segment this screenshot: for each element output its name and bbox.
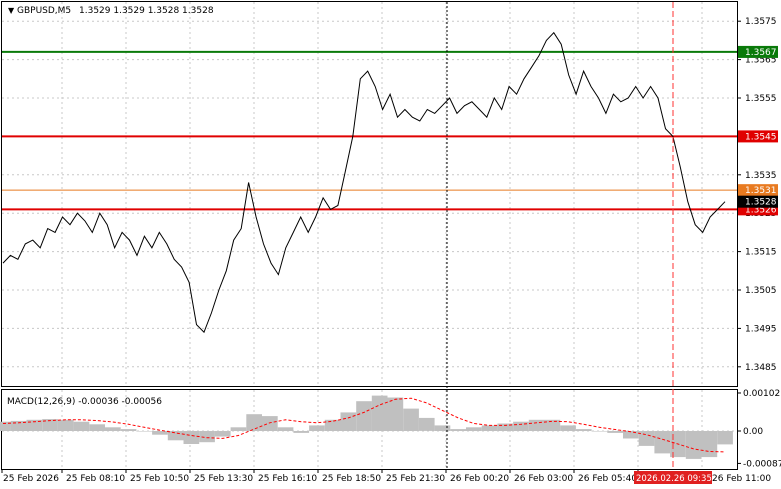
macd-histogram-bar — [591, 431, 608, 432]
macd-histogram-bar — [262, 416, 278, 431]
time-tick-label: 26 Feb 11:00 — [712, 474, 771, 484]
macd-histogram-bar — [623, 431, 639, 439]
macd-histogram-bar — [371, 395, 388, 431]
macd-histogram-bar — [105, 427, 121, 431]
macd-histogram-bar — [544, 419, 561, 431]
macd-histogram-bar — [717, 431, 733, 445]
price-tick-label: 1.3515 — [745, 248, 777, 258]
cursor-time-label: 2026.02.26 09:35 — [636, 474, 712, 484]
macd-histogram-bar — [26, 419, 43, 431]
macd-histogram-bar — [136, 431, 153, 432]
main-chart-frame — [1, 1, 738, 387]
macd-histogram-bar — [324, 419, 341, 431]
macd-tick-label: -0.00087 — [743, 459, 781, 469]
header-ohlc: 1.3529 1.3529 1.3528 1.3528 — [79, 6, 214, 16]
macd-histogram-bar — [42, 419, 58, 431]
time-tick-label: 25 Feb 2026 — [3, 474, 59, 484]
macd-histogram-bar — [513, 421, 529, 431]
current-price-badge — [738, 195, 778, 208]
time-tick-label: 26 Feb 03:00 — [514, 474, 573, 484]
macd-axis: 0.00102 0.00 -0.00087 — [737, 389, 781, 469]
time-tick-label: 25 Feb 10:50 — [130, 474, 189, 484]
price-tick-label: 1.3555 — [745, 94, 777, 104]
macd-histogram-bar — [57, 419, 74, 431]
macd-histogram-bar — [152, 431, 168, 435]
orange-level-badge-label: 1.3531 — [745, 186, 777, 196]
price-tick-label: 1.3565 — [745, 56, 777, 66]
macd-histogram-bar — [230, 427, 247, 431]
orange-level-badge — [738, 184, 778, 197]
green-level-badge — [738, 45, 778, 58]
cursor-time-badge: 2026.02.26 09:35 — [634, 471, 712, 484]
price-axis: 1.35751.35651.35551.35451.35351.35251.35… — [737, 17, 778, 373]
price-tick-label: 1.3505 — [745, 286, 777, 296]
price-tick-label: 1.3495 — [745, 324, 777, 334]
header-symbol: ▼ — [8, 6, 15, 15]
macd-histogram-bar — [214, 431, 231, 437]
macd-histogram-bar — [654, 431, 671, 454]
time-tick-label: 25 Feb 08:10 — [66, 474, 125, 484]
macd-tick-label: 0.00 — [743, 427, 763, 437]
price-tick-label: 1.3575 — [745, 17, 777, 27]
time-tick-label: 25 Feb 16:10 — [258, 474, 317, 484]
time-tick-label: 25 Feb 18:50 — [322, 474, 381, 484]
macd-histogram-bar — [403, 408, 419, 431]
macd-histogram-bar — [497, 423, 514, 431]
macd-histogram-bar — [575, 429, 592, 431]
time-axis: 25 Feb 2026 25 Feb 08:10 25 Feb 10:50 25 Fe… — [1, 469, 771, 484]
macd-histogram-bar — [466, 427, 482, 431]
macd-histogram-bar — [73, 421, 90, 431]
price-tick-label: 1.3535 — [745, 171, 777, 181]
macd-signal-line — [2, 397, 726, 453]
time-tick-label: 26 Feb 05:40 — [578, 474, 637, 484]
macd-histogram-bar — [120, 429, 137, 431]
macd-histogram-bar — [309, 425, 325, 431]
macd-histogram-bar — [450, 429, 466, 431]
macd-histogram-bar — [638, 431, 655, 446]
current-price-label: 1.3528 — [745, 198, 777, 208]
macd-histogram-bar — [418, 417, 435, 431]
macd-histogram-bar — [183, 431, 200, 444]
time-tick-label: 25 Feb 21:30 — [386, 474, 445, 484]
main-grid — [2, 2, 737, 386]
red-level-upper-badge-label: 1.3545 — [745, 132, 777, 142]
price-series-line — [2, 31, 726, 334]
macd-histogram — [0, 395, 733, 459]
macd-histogram-bar — [89, 424, 105, 431]
macd-histogram-bar — [434, 425, 451, 431]
macd-histogram-bar — [685, 431, 702, 459]
macd-histogram-bar — [277, 427, 294, 431]
time-tick-label: 25 Feb 13:30 — [194, 474, 253, 484]
macd-histogram-bar — [560, 425, 576, 431]
macd-histogram-bar — [293, 431, 310, 433]
macd-histogram-bar — [356, 401, 372, 431]
red-level-upper-badge — [738, 130, 778, 143]
green-level-badge-label: 1.3567 — [745, 48, 777, 58]
macd-histogram-bar — [387, 397, 404, 431]
horizontal-levels[interactable] — [2, 50, 737, 211]
red-level-lower-badge-label: 1.3526 — [745, 205, 777, 215]
macd-histogram-bar — [199, 431, 215, 443]
macd-histogram-bar — [607, 431, 623, 433]
macd-tick-label: 0.00102 — [743, 389, 780, 399]
macd-histogram-bar — [167, 431, 184, 441]
macd-histogram-bar — [246, 414, 262, 431]
header-symbol-label: GBPUSD,M5 — [17, 6, 71, 16]
macd-histogram-bar — [0, 421, 11, 431]
macd-histogram-bar — [528, 419, 545, 431]
time-tick-label: 26 Feb 00:20 — [450, 474, 509, 484]
macd-histogram-bar — [481, 425, 498, 431]
macd-label: MACD(12,26,9) -0.00036 -0.00056 — [7, 397, 162, 407]
macd-histogram-bar — [10, 420, 27, 431]
price-tick-label: 1.3485 — [745, 363, 777, 373]
macd-histogram-bar — [701, 431, 718, 458]
macd-histogram-bar — [340, 412, 357, 431]
